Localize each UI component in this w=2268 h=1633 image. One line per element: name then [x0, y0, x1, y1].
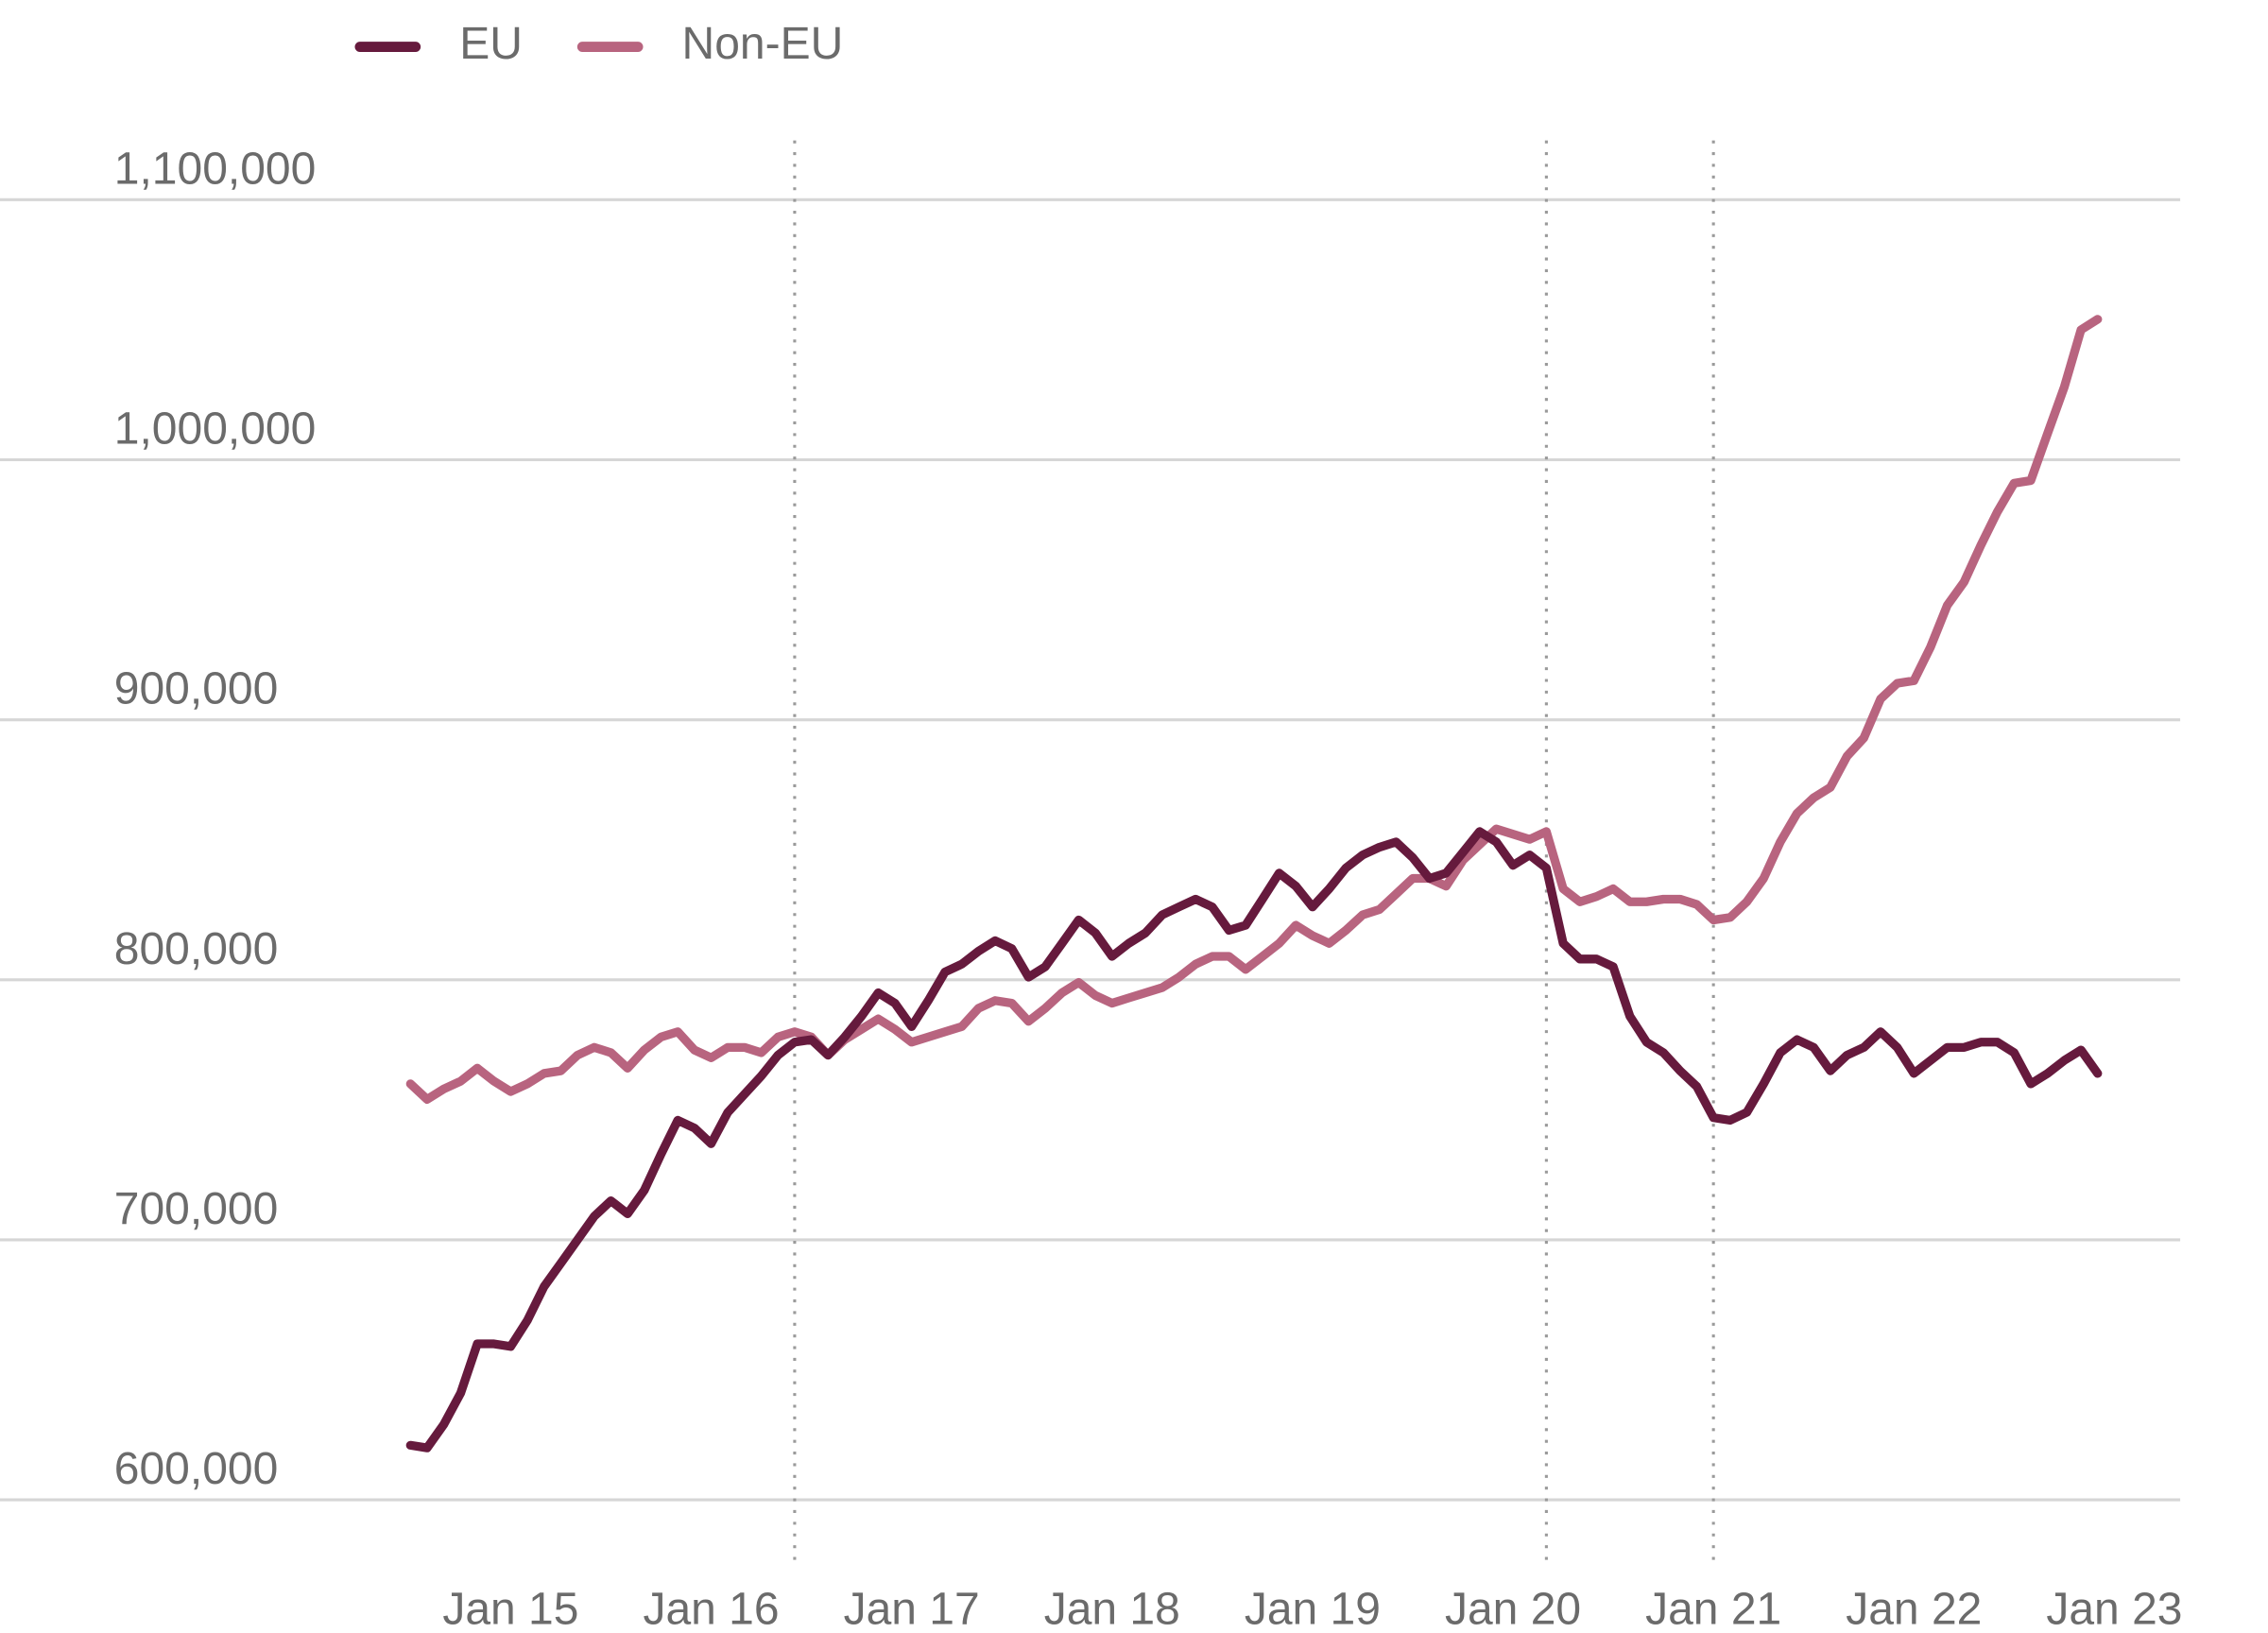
legend-label-eu: EU: [459, 19, 523, 69]
legend-item-non-eu[interactable]: Non-EU: [576, 19, 844, 69]
x-tick-label: Jan 15: [442, 1585, 578, 1633]
reference-lines: [793, 140, 1715, 1563]
x-axis: Jan 15 Jan 16 Jan 17 Jan 18 Jan 19 Jan 20 Jan …: [442, 1585, 2182, 1633]
x-tick-label: Jan 22: [1846, 1585, 1982, 1633]
y-tick-label: 1,100,000: [114, 144, 317, 194]
x-tick-label: Jan 23: [2046, 1585, 2182, 1633]
legend: EU Non-EU: [354, 19, 844, 69]
x-tick-label: Jan 17: [844, 1585, 980, 1633]
y-axis: 600,000 700,000 800,000 900,000 1,000,000 1,1…: [114, 144, 317, 1494]
series-line-non-eu: [405, 315, 2103, 1104]
x-tick-label: Jan 20: [1445, 1585, 1581, 1633]
x-tick-label: Jan 21: [1645, 1585, 1781, 1633]
legend-item-eu[interactable]: EU: [354, 19, 523, 69]
series-lines: [405, 315, 2103, 1453]
gridlines: [0, 198, 2181, 1502]
legend-label-non-eu: Non-EU: [682, 19, 844, 69]
y-tick-label: 600,000: [114, 1444, 279, 1494]
y-tick-label: 700,000: [114, 1184, 279, 1234]
series-line-eu: [405, 827, 2103, 1453]
y-tick-label: 900,000: [114, 664, 279, 714]
y-tick-label: 1,000,000: [114, 404, 317, 454]
y-tick-label: 800,000: [114, 924, 279, 974]
x-tick-label: Jan 18: [1044, 1585, 1180, 1633]
x-tick-label: Jan 16: [643, 1585, 779, 1633]
x-tick-label: Jan 19: [1245, 1585, 1381, 1633]
